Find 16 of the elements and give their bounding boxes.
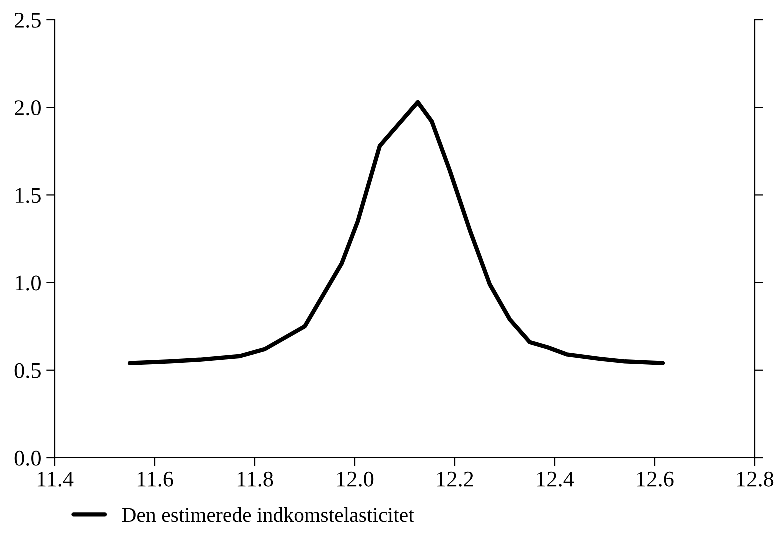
y-tick-label: 2.0 bbox=[15, 100, 41, 116]
line-series bbox=[128, 100, 666, 366]
y-tick-label: 1.5 bbox=[16, 188, 41, 204]
x-tick-label: 11.6 bbox=[138, 472, 174, 487]
x-tick-label: 12.4 bbox=[538, 472, 574, 487]
x-tick-label: 11.8 bbox=[238, 472, 274, 487]
x-tick-label: 12.6 bbox=[638, 472, 674, 487]
legend-label: Den estimerede indkomstelasticitet bbox=[122, 508, 414, 522]
y-tick-label: 2.5 bbox=[15, 12, 41, 28]
x-tick-label: 12.8 bbox=[738, 472, 774, 487]
y-tick-label: 0.5 bbox=[14, 363, 41, 378]
y-tick-label: 1.0 bbox=[16, 276, 41, 291]
x-tick-label: 12.0 bbox=[338, 472, 374, 487]
y-tick-label: 0.0 bbox=[14, 450, 41, 466]
x-tick-label: 12.2 bbox=[438, 472, 474, 487]
x-tick-label: 11.4 bbox=[38, 472, 74, 487]
